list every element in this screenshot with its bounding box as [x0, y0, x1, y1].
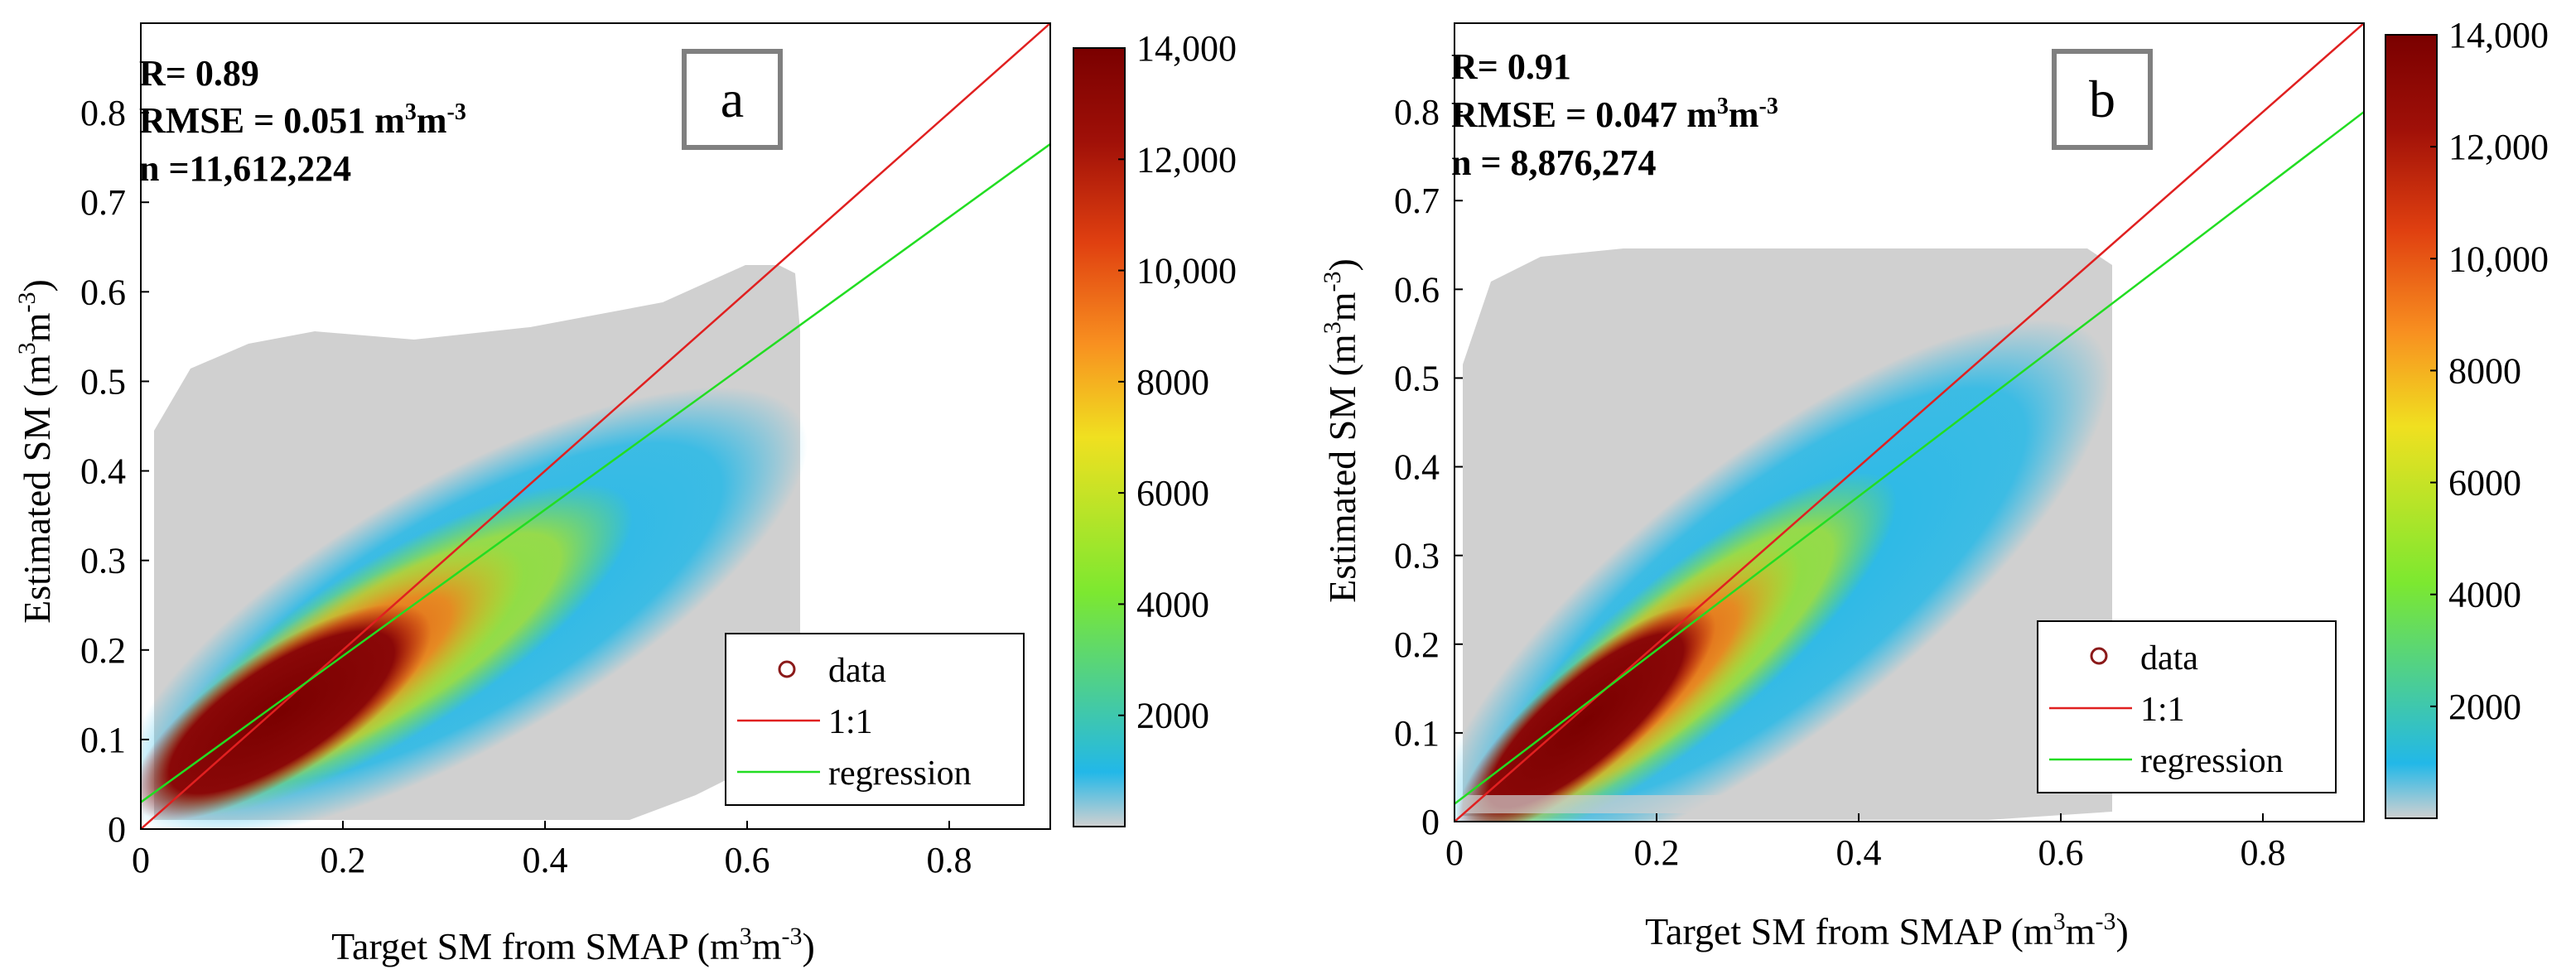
panel-b-low-strip	[1463, 795, 2043, 813]
panel-a-ylabel: Estimated SM (m3m-3)	[13, 279, 58, 624]
panel-b-xtick-label: 0.6	[2038, 832, 2084, 873]
panel-a-xtick-label: 0.8	[927, 840, 972, 880]
panel-b-xtick-label: 0.8	[2241, 832, 2286, 873]
panel-a-ytick-label: 0.6	[80, 272, 126, 312]
panel-a-rmse-stat: RMSE = 0.051 m3m-3	[139, 99, 466, 141]
panel-b-legend-data-label: data	[2140, 639, 2198, 677]
panel-b-legend-data-marker	[2090, 647, 2108, 665]
panel-b-ytick-label: 0.7	[1394, 181, 1440, 221]
panel-a-colorbar-tick-label: 6000	[1136, 473, 1209, 514]
panel-b-xtick-label: 0.2	[1634, 832, 1680, 873]
panel-b-colorbar-tick-label: 6000	[2448, 463, 2521, 504]
panel-b-ytick-label: 0.2	[1394, 624, 1440, 665]
panel-a-colorbar-tick-label: 12,000	[1136, 139, 1237, 180]
panel-b-ytick-label: 0	[1421, 802, 1440, 842]
panel-b-colorbar-tick-label: 2000	[2448, 687, 2521, 727]
panel-b-xtick-label: 0	[1445, 832, 1464, 873]
panel-b-letter: b	[2089, 70, 2115, 128]
panel-a-ytick-label: 0.5	[80, 361, 126, 402]
panel-b-r-stat: R= 0.91	[1451, 46, 1571, 87]
panel-a-legend-data-label: data	[828, 652, 886, 690]
panel-b-xtick-label: 0.4	[1836, 832, 1882, 873]
panel-b-n-stat: n = 8,876,274	[1451, 142, 1657, 183]
panel-a-ytick-label: 0.4	[80, 451, 126, 492]
panel-b-legend: data 1:1 regression	[2037, 620, 2337, 793]
panel-b-colorbar-tick-label: 8000	[2448, 350, 2521, 391]
panel-a-colorbar-gradient	[1073, 47, 1126, 827]
panel-a-ytick-label: 0.3	[80, 541, 126, 581]
panel-a-colorbar-tick-label: 2000	[1136, 696, 1209, 736]
panel-b: 0 0.2 0.4 0.6 0.8 0 0.1 0.2 0.3 0.4 0.5 0.6 0.7 0.8 R…	[1319, 15, 2549, 952]
panel-a-ytick-label: 0	[108, 809, 126, 850]
panel-a-ytick-label: 0.1	[80, 720, 126, 760]
panel-a-colorbar: 2000 4000 6000 8000 10,000 12,000 14,000	[1073, 28, 1237, 827]
panel-b-colorbar-tick-label: 10,000	[2448, 239, 2549, 279]
panel-b-legend-box	[2037, 620, 2337, 793]
panel-a-colorbar-tick-label: 10,000	[1136, 251, 1237, 292]
panel-b-core	[1456, 605, 1716, 822]
panel-a-legend-data-marker	[778, 660, 796, 678]
panel-b-rmse-stat: RMSE = 0.047 m3m-3	[1451, 94, 1778, 135]
panel-a-density	[141, 23, 1050, 829]
panel-a: 0 0.2 0.4 0.6 0.8 0 0.1 0.2 0.3 0.4 0.5 0.6 0.7 0.8 R…	[13, 22, 1237, 967]
panel-a-axes-box	[140, 22, 1051, 830]
panel-a-one-to-one-line	[141, 23, 1050, 829]
panel-a-legend-11-label: 1:1	[828, 703, 873, 741]
panel-b-ytick-label: 0.4	[1394, 447, 1440, 488]
panel-a-letter: a	[721, 70, 744, 128]
panel-b-ytick-label: 0.1	[1394, 713, 1440, 754]
panel-a-r-stat: R= 0.89	[139, 53, 259, 94]
panel-b-ytick-label: 0.3	[1394, 536, 1440, 576]
panel-a-xtick-label: 0	[132, 840, 150, 880]
panel-a-legend-regression-label: regression	[828, 755, 972, 793]
panel-a-legend: data 1:1 regression	[725, 633, 1025, 806]
panel-b-colorbar-gradient	[2385, 34, 2438, 819]
panel-b-xlabel: Target SM from SMAP (m3m-3)	[1645, 908, 2129, 952]
panel-a-colorbar-tick-label: 14,000	[1136, 28, 1237, 69]
panel-b-legend-regression-label: regression	[2140, 742, 2284, 780]
panel-a-legend-box	[725, 633, 1025, 806]
panel-b-ytick-label: 0.5	[1394, 358, 1440, 398]
panel-a-ytick-label: 0.2	[80, 630, 126, 671]
panel-a-core	[141, 604, 432, 821]
panel-a-xtick-label: 0.2	[321, 840, 366, 880]
panel-b-regression-line	[1454, 111, 2364, 805]
panel-b-letter-box	[2052, 49, 2153, 150]
panel-b-legend-11-label: 1:1	[2140, 691, 2185, 729]
panel-a-xtick-label: 0.4	[523, 840, 568, 880]
panel-b-colorbar-tick-label: 4000	[2448, 575, 2521, 615]
panel-a-ytick-label: 0.8	[80, 93, 126, 133]
panel-b-colorbar-tick-label: 12,000	[2448, 127, 2549, 167]
panel-a-xlabel: Target SM from SMAP (m3m-3)	[331, 923, 815, 967]
panel-a-regression-line	[141, 142, 1050, 803]
panel-b-ytick-label: 0.6	[1394, 269, 1440, 310]
panel-b-axes-box	[1454, 22, 2365, 822]
panel-a-ytick-label: 0.7	[80, 182, 126, 223]
panel-a-xtick-label: 0.6	[725, 840, 770, 880]
panel-b-ytick-label: 0.8	[1394, 92, 1440, 133]
panel-a-n-stat: n =11,612,224	[139, 148, 351, 189]
panel-b-colorbar-tick-label: 14,000	[2448, 15, 2549, 55]
panel-b-ylabel: Estimated SM (m3m-3)	[1319, 258, 1363, 603]
panel-a-colorbar-tick-label: 4000	[1136, 584, 1209, 624]
panel-b-density	[1454, 23, 2364, 822]
panel-a-colorbar-tick-label: 8000	[1136, 362, 1209, 403]
panel-b-colorbar: 2000 4000 6000 8000 10,000 12,000 14,000	[2385, 15, 2549, 819]
panel-a-letter-box	[682, 49, 783, 150]
